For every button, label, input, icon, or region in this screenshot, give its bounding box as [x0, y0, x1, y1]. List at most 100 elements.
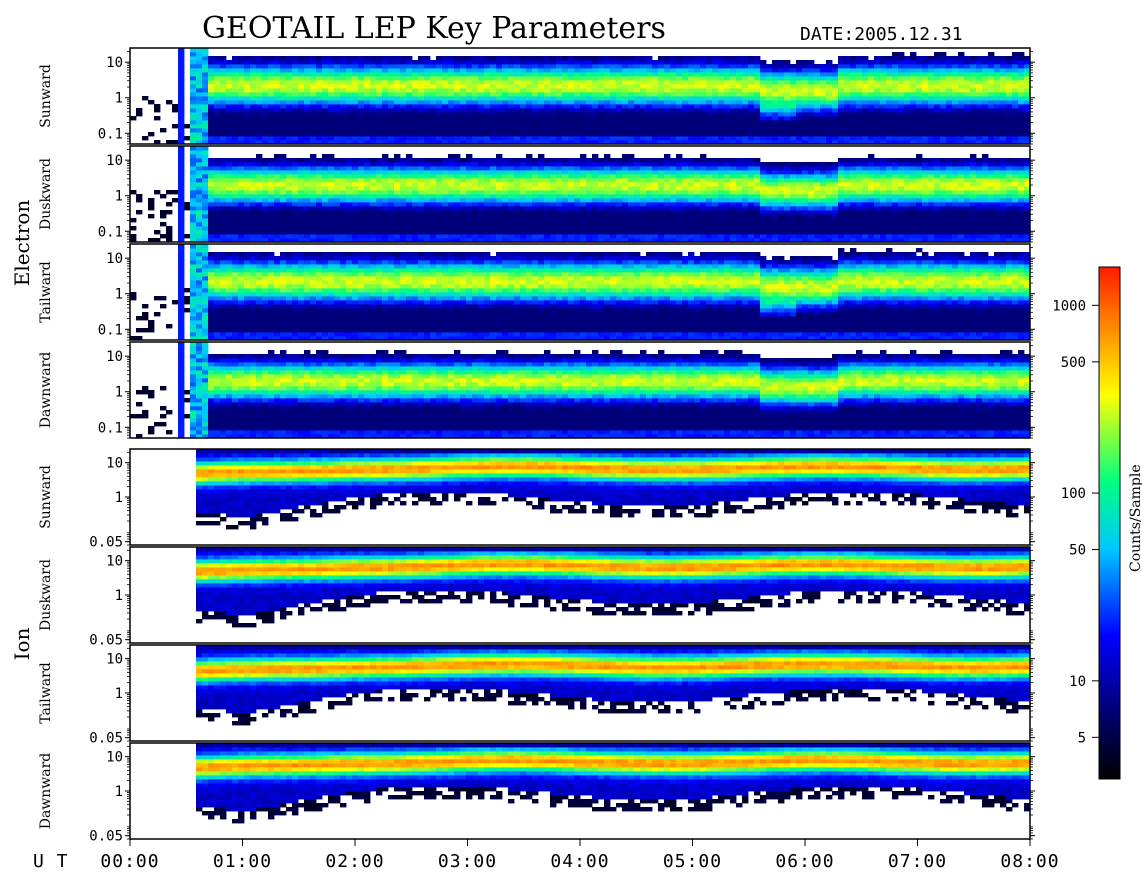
heatmap-cell [250, 166, 257, 171]
heatmap-cell [514, 60, 521, 65]
heatmap-cell [550, 136, 557, 141]
heatmap-cell [766, 88, 773, 93]
heatmap-cell [430, 92, 437, 97]
heatmap-cell [382, 100, 389, 105]
heatmap-cell [484, 226, 491, 231]
heatmap-cell [286, 186, 293, 191]
heatmap-cell [718, 108, 725, 113]
heatmap-cell [502, 132, 509, 137]
heatmap-cell [550, 158, 557, 163]
heatmap-cell [484, 120, 491, 125]
heatmap-cell [736, 108, 743, 113]
heatmap-cell [502, 206, 509, 211]
heatmap-cell [982, 112, 989, 117]
heatmap-cell [694, 112, 701, 117]
heatmap-cell [1018, 84, 1025, 89]
heatmap-cell [178, 218, 185, 223]
heatmap-cell [568, 182, 575, 187]
heatmap-cell [262, 108, 269, 113]
heatmap-cell [994, 80, 1001, 85]
heatmap-cell [868, 132, 875, 137]
heatmap-cell [586, 238, 593, 243]
heatmap-cell [478, 84, 485, 89]
heatmap-cell [328, 198, 335, 203]
heatmap-cell [664, 100, 671, 105]
heatmap-cell [634, 162, 641, 167]
heatmap-cell [748, 108, 755, 113]
heatmap-cell [238, 60, 245, 65]
heatmap-cell [328, 72, 335, 77]
heatmap-cell [796, 96, 803, 101]
heatmap-cell [988, 64, 995, 69]
heatmap-cell [286, 202, 293, 207]
heatmap-cell [430, 198, 437, 203]
heatmap-cell [610, 238, 617, 243]
heatmap-cell [310, 64, 317, 69]
heatmap-cell [442, 72, 449, 77]
heatmap-cell [874, 140, 881, 145]
heatmap-cell [472, 190, 479, 195]
heatmap-cell [628, 116, 635, 121]
heatmap-cell [982, 132, 989, 137]
heatmap-cell [820, 64, 827, 69]
heatmap-cell [226, 76, 233, 81]
heatmap-cell [544, 174, 551, 179]
heatmap-cell [352, 170, 359, 175]
heatmap-cell [298, 100, 305, 105]
heatmap-cell [790, 112, 797, 117]
heatmap-cell [472, 162, 479, 167]
heatmap-cell [364, 128, 371, 133]
heatmap-cell [238, 96, 245, 101]
heatmap-cell [760, 104, 767, 109]
heatmap-cell [346, 202, 353, 207]
heatmap-cell [280, 68, 287, 73]
heatmap-cell [520, 108, 527, 113]
heatmap-cells [130, 48, 1031, 145]
heatmap-cell [268, 186, 275, 191]
heatmap-cell [640, 136, 647, 141]
heatmap-cell [442, 124, 449, 129]
heatmap-cell [940, 68, 947, 73]
heatmap-cell [640, 214, 647, 219]
heatmap-cell [244, 132, 251, 137]
heatmap-cell [208, 80, 215, 85]
heatmap-cell [190, 210, 197, 215]
heatmap-cell [208, 158, 215, 163]
heatmap-cell [214, 194, 221, 199]
heatmap-cell [316, 194, 323, 199]
heatmap-cell [652, 96, 659, 101]
heatmap-cell [178, 72, 185, 77]
heatmap-cell [1006, 132, 1013, 137]
heatmap-cell [460, 60, 467, 65]
heatmap-cell [382, 56, 389, 61]
heatmap-cell [370, 68, 377, 73]
heatmap-cell [634, 60, 641, 65]
heatmap-cell [460, 198, 467, 203]
heatmap-cell [508, 230, 515, 235]
heatmap-cell [244, 194, 251, 199]
heatmap-cell [562, 92, 569, 97]
heatmap-cell [1012, 84, 1019, 89]
heatmap-cell [382, 238, 389, 243]
heatmap-cell [592, 214, 599, 219]
heatmap-cell [1024, 112, 1031, 117]
heatmap-cell [514, 140, 521, 145]
heatmap-cell [820, 88, 827, 93]
heatmap-cell [580, 206, 587, 211]
heatmap-cell [598, 222, 605, 227]
heatmap-cell [268, 116, 275, 121]
heatmap-cell [226, 234, 233, 239]
heatmap-cell [232, 128, 239, 133]
heatmap-cell [334, 68, 341, 73]
heatmap-cell [352, 88, 359, 93]
heatmap-cell [322, 162, 329, 167]
heatmap-cell [466, 210, 473, 215]
heatmap-cell [442, 226, 449, 231]
heatmap-cell [616, 182, 623, 187]
heatmap-cell [1006, 68, 1013, 73]
heatmap-cell [352, 56, 359, 61]
heatmap-cell [274, 186, 281, 191]
heatmap-cell [346, 234, 353, 239]
heatmap-cell [562, 104, 569, 109]
heatmap-cell [226, 194, 233, 199]
